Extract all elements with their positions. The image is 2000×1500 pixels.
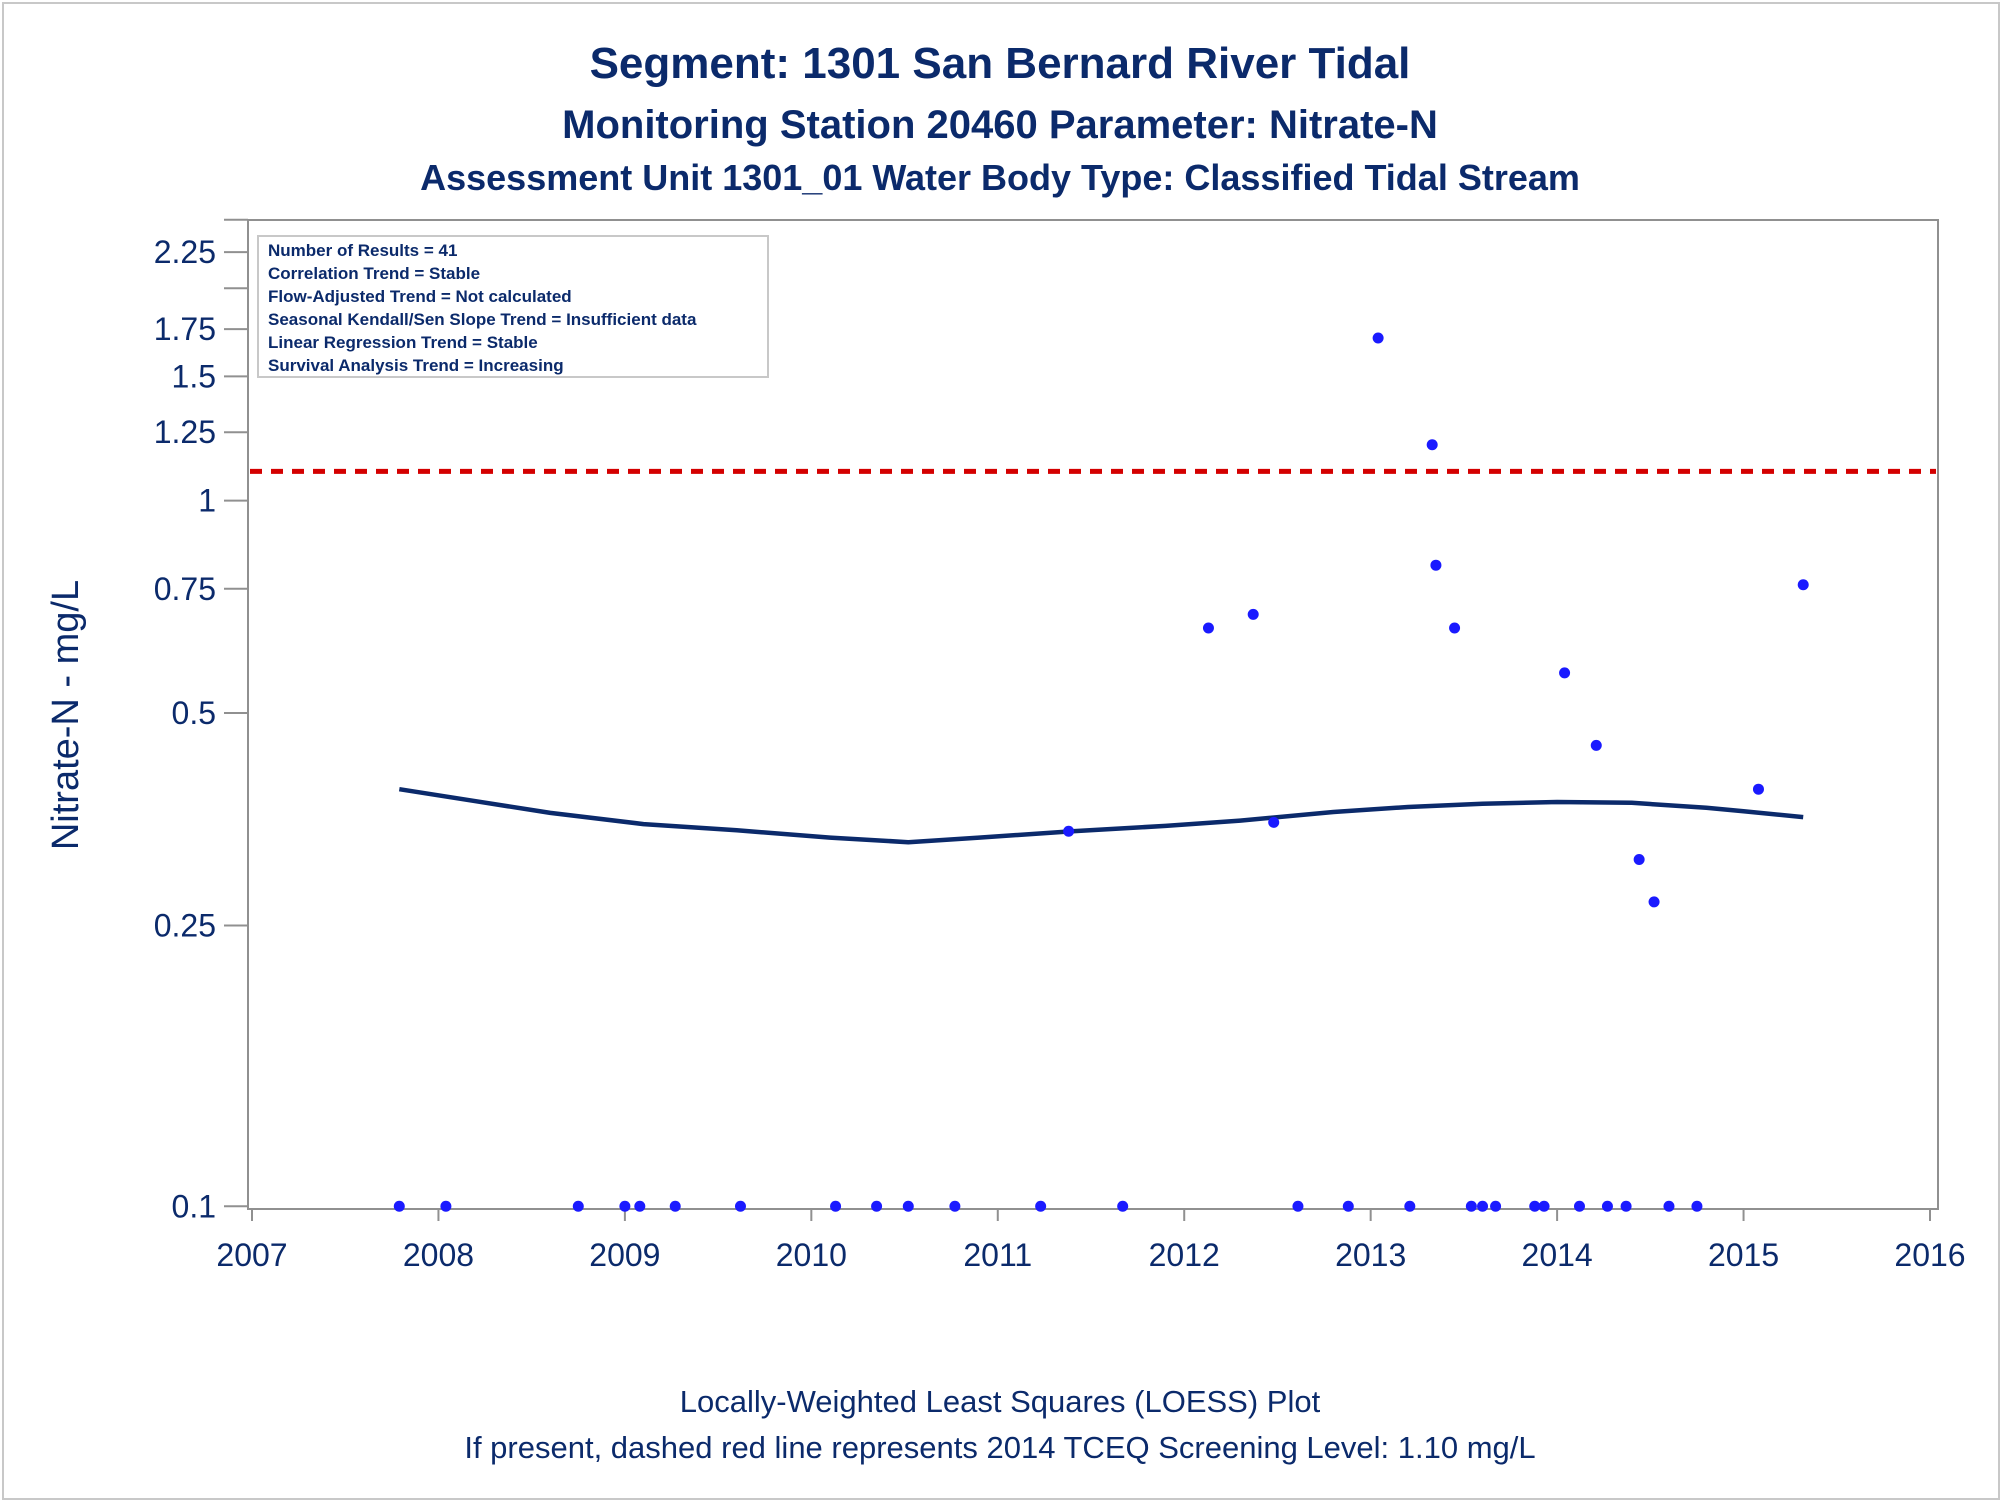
stats-number-of-results: Number of Results = 41 xyxy=(268,241,457,260)
footnote-screening-level: If present, dashed red line represents 2… xyxy=(464,1430,1535,1465)
x-tick-label: 2016 xyxy=(1894,1237,1965,1273)
data-point xyxy=(734,1200,746,1212)
y-tick-label: 1.25 xyxy=(154,414,216,450)
data-point xyxy=(669,1200,681,1212)
chart-title: Segment: 1301 San Bernard River Tidal xyxy=(590,39,1411,88)
footnote-loess: Locally-Weighted Least Squares (LOESS) P… xyxy=(680,1384,1321,1419)
data-point xyxy=(1465,1200,1477,1212)
loess-curve xyxy=(398,786,1804,845)
data-point xyxy=(1590,739,1602,751)
y-tick-label: 1.75 xyxy=(154,311,216,347)
x-axis: 2007 2008 2009 2010 2011 2012 2013 2014 2015 2016 xyxy=(216,1209,1966,1273)
data-point xyxy=(1449,622,1461,634)
data-point xyxy=(902,1200,914,1212)
data-point xyxy=(1490,1200,1502,1212)
chart-subtitle-station: Monitoring Station 20460 Parameter: Nitr… xyxy=(562,103,1438,147)
plot-area xyxy=(247,219,1939,1210)
data-point xyxy=(1063,825,1075,837)
y-tick-label: 2.25 xyxy=(154,234,216,270)
data-point xyxy=(572,1200,584,1212)
data-point xyxy=(1538,1200,1550,1212)
data-point xyxy=(1529,1200,1541,1212)
data-point xyxy=(1752,783,1764,795)
data-point xyxy=(1404,1200,1416,1212)
data-point xyxy=(393,1200,405,1212)
data-point xyxy=(830,1200,842,1212)
data-point xyxy=(634,1200,646,1212)
data-point xyxy=(1292,1200,1304,1212)
stats-survival-analysis-trend: Survival Analysis Trend = Increasing xyxy=(268,356,564,375)
y-tick-label: 0.1 xyxy=(172,1188,216,1224)
data-point xyxy=(1797,579,1809,591)
data-point xyxy=(1430,559,1442,571)
data-point xyxy=(1268,816,1280,828)
x-tick-label: 2010 xyxy=(776,1237,847,1273)
stats-linear-regression-trend: Linear Regression Trend = Stable xyxy=(268,333,538,352)
data-point xyxy=(1620,1200,1632,1212)
y-tick-label: 1 xyxy=(198,483,216,519)
data-point xyxy=(1663,1200,1675,1212)
x-tick-label: 2015 xyxy=(1708,1237,1779,1273)
x-tick-label: 2013 xyxy=(1335,1237,1406,1273)
data-point xyxy=(619,1200,631,1212)
x-tick-label: 2009 xyxy=(589,1237,660,1273)
data-point xyxy=(1559,667,1571,679)
x-tick-label: 2011 xyxy=(963,1237,1032,1273)
y-tick-label: 1.5 xyxy=(172,358,216,394)
y-axis: 0.1 0.25 0.5 0.75 1 1.25 1.5 1.75 2.25 xyxy=(154,218,248,1224)
y-tick-label: 0.75 xyxy=(154,571,216,607)
stats-flow-adjusted-trend: Flow-Adjusted Trend = Not calculated xyxy=(268,287,572,306)
data-point xyxy=(949,1200,961,1212)
data-point xyxy=(1342,1200,1354,1212)
data-points xyxy=(393,239,1809,1212)
data-point xyxy=(1372,332,1384,344)
data-point xyxy=(1202,622,1214,634)
x-tick-label: 2008 xyxy=(403,1237,474,1273)
stats-box-frame xyxy=(257,235,769,378)
stats-box: Number of Results = 41 Correlation Trend… xyxy=(257,235,769,378)
x-tick-label: 2014 xyxy=(1522,1237,1593,1273)
data-point xyxy=(1117,1200,1129,1212)
y-tick-label: 0.5 xyxy=(172,695,216,731)
data-point xyxy=(1477,1200,1489,1212)
x-tick-label: 2012 xyxy=(1149,1237,1220,1273)
y-tick-label: 0.25 xyxy=(154,907,216,943)
data-point xyxy=(1601,1200,1613,1212)
y-axis-title: Nitrate-N - mg/L xyxy=(45,580,87,850)
chart-subtitle-assessment: Assessment Unit 1301_01 Water Body Type:… xyxy=(420,157,1580,198)
data-point xyxy=(1035,1200,1047,1212)
x-tick-label: 2007 xyxy=(216,1237,287,1273)
data-point xyxy=(1247,608,1259,620)
data-point xyxy=(1426,439,1438,451)
data-point xyxy=(1691,1200,1703,1212)
data-point xyxy=(440,1200,452,1212)
data-point xyxy=(871,1200,883,1212)
data-point xyxy=(1633,854,1645,866)
data-point xyxy=(1573,1200,1585,1212)
stats-seasonal-kendall-trend: Seasonal Kendall/Sen Slope Trend = Insuf… xyxy=(268,310,697,329)
data-point xyxy=(1648,896,1660,908)
stats-correlation-trend: Correlation Trend = Stable xyxy=(268,264,480,283)
